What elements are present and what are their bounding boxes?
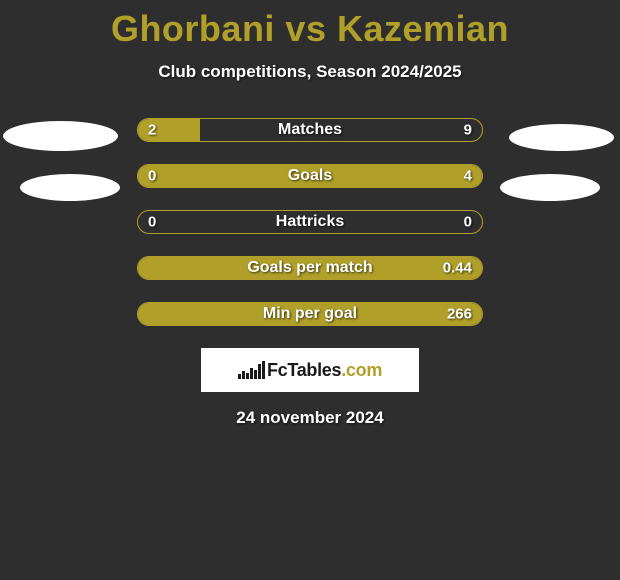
logo-bar-icon	[254, 370, 257, 379]
bar-stack: 2 9 Matches 0 4 Goals 0 0 Hattricks 0.44 Goals per…	[137, 118, 483, 326]
player-right-icon	[500, 174, 600, 201]
logo-text-main: FcTables	[267, 360, 341, 380]
stat-label: Matches	[278, 121, 342, 139]
stat-label: Min per goal	[263, 305, 357, 323]
stat-right-value: 0	[464, 214, 472, 231]
stat-left-value: 2	[148, 122, 156, 139]
stat-row: 266 Min per goal	[137, 302, 483, 326]
page-title: Ghorbani vs Kazemian	[0, 0, 620, 50]
stat-right-value: 266	[447, 306, 472, 323]
logo-bar-icon	[258, 364, 261, 379]
stat-left-value: 0	[148, 214, 156, 231]
stat-label: Goals per match	[247, 259, 372, 277]
comparison-chart: 2 9 Matches 0 4 Goals 0 0 Hattricks 0.44 Goals per…	[0, 118, 620, 348]
stat-label: Hattricks	[276, 213, 344, 231]
subtitle: Club competitions, Season 2024/2025	[0, 62, 620, 82]
logo-bar-icon	[242, 371, 245, 379]
logo-bar-icon	[250, 368, 253, 379]
logo-text: FcTables.com	[267, 360, 382, 381]
player-left-icon	[20, 174, 120, 201]
stat-left-value: 0	[148, 168, 156, 185]
logo-bars-icon	[238, 361, 265, 379]
player-right-icon	[509, 124, 614, 151]
stat-label: Goals	[288, 167, 332, 185]
stat-right-value: 4	[464, 168, 472, 185]
stat-right-value: 9	[464, 122, 472, 139]
logo-bar-icon	[262, 361, 265, 379]
stat-row: 2 9 Matches	[137, 118, 483, 142]
fctables-logo: FcTables.com	[201, 348, 419, 392]
logo-bar-icon	[246, 373, 249, 379]
logo-bar-icon	[238, 374, 241, 379]
player-left-icon	[3, 121, 118, 151]
stat-right-value: 0.44	[443, 260, 472, 277]
stat-row: 0 0 Hattricks	[137, 210, 483, 234]
stat-row: 0.44 Goals per match	[137, 256, 483, 280]
stat-row: 0 4 Goals	[137, 164, 483, 188]
date-line: 24 november 2024	[0, 408, 620, 428]
logo-text-suffix: .com	[341, 360, 382, 380]
